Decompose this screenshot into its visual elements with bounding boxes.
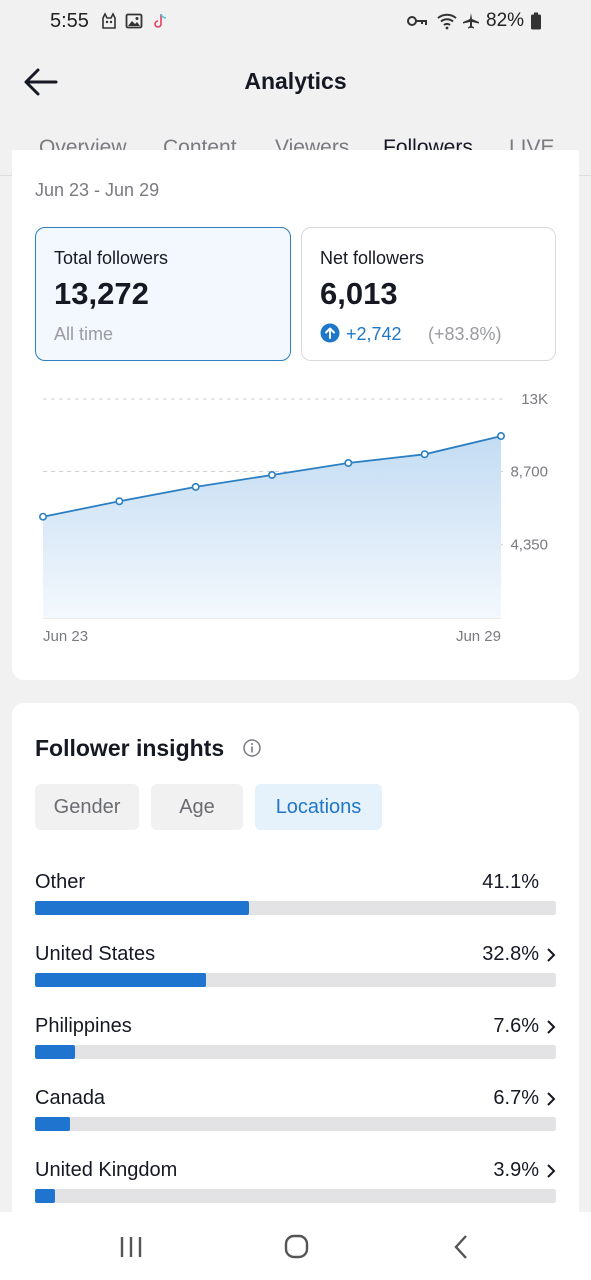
gallery-icon xyxy=(125,13,143,29)
net-followers-change: +2,742 xyxy=(346,324,402,344)
chevron-right-icon[interactable] xyxy=(545,1163,557,1179)
back-icon[interactable] xyxy=(442,1232,482,1262)
location-bar-track xyxy=(35,1045,556,1059)
key-icon xyxy=(407,16,427,26)
chart-point xyxy=(115,497,124,506)
chart-point xyxy=(344,459,353,468)
chip-locations[interactable]: Locations xyxy=(255,784,382,830)
date-range: Jun 23 - Jun 29 xyxy=(35,180,160,200)
chip-gender[interactable]: Gender xyxy=(35,784,139,830)
followers-chart: 13K 8,700 4,350 Jun 23 Jun 29 xyxy=(38,391,548,645)
page-title: Analytics xyxy=(244,68,347,94)
arrow-up-circle-icon xyxy=(320,323,340,343)
location-bar-track xyxy=(35,1117,556,1131)
location-percent: 3.9% xyxy=(493,1159,539,1181)
net-followers-label: Net followers xyxy=(320,248,425,268)
home-icon[interactable] xyxy=(276,1232,316,1262)
location-bar-fill xyxy=(35,973,206,987)
wifi-icon xyxy=(437,13,457,30)
chart-area-fill xyxy=(43,436,501,618)
location-bar-fill xyxy=(35,901,250,915)
status-time: 5:55 xyxy=(50,10,89,32)
x-tick-label: Jun 23 xyxy=(43,628,88,645)
back-arrow-icon[interactable] xyxy=(22,64,62,100)
location-row-canada[interactable]: Canada 6.7% xyxy=(35,1087,557,1147)
location-name: Philippines xyxy=(35,1015,132,1037)
location-bar-track xyxy=(35,1189,556,1203)
battery-icon xyxy=(531,12,541,30)
location-bar-track xyxy=(35,973,556,987)
cat-icon xyxy=(102,12,116,29)
chip-age[interactable]: Age xyxy=(151,784,243,830)
location-bar-fill xyxy=(35,1117,70,1131)
location-row-united-kingdom[interactable]: United Kingdom 3.9% xyxy=(35,1159,557,1219)
location-name: United States xyxy=(35,943,156,965)
chart-point xyxy=(191,482,200,491)
net-followers-change-percent: (+83.8%) xyxy=(428,324,502,344)
location-name: United Kingdom xyxy=(35,1159,178,1181)
location-percent: 41.1% xyxy=(482,871,539,893)
total-followers-card[interactable]: Total followers 13,272 All time xyxy=(35,227,291,361)
battery-percent: 82% xyxy=(486,10,525,31)
total-followers-value: 13,272 xyxy=(54,276,149,311)
location-bar-fill xyxy=(35,1045,75,1059)
location-percent: 32.8% xyxy=(482,943,539,965)
chart-point xyxy=(496,432,505,441)
location-bar-track xyxy=(35,901,556,915)
location-percent: 6.7% xyxy=(493,1087,539,1109)
y-tick-label: 13K xyxy=(521,391,548,408)
tiktok-icon xyxy=(154,13,167,28)
total-followers-sub: All time xyxy=(54,324,114,344)
x-tick-label: Jun 29 xyxy=(456,628,501,645)
chart-point xyxy=(38,512,47,521)
recent-apps-icon[interactable] xyxy=(111,1232,151,1262)
chevron-right-icon[interactable] xyxy=(545,1091,557,1107)
chart-point xyxy=(420,450,429,459)
y-tick-label: 4,350 xyxy=(510,537,548,554)
system-nav-bar xyxy=(0,1212,591,1280)
location-row-united-states[interactable]: United States 32.8% xyxy=(35,943,557,1003)
chevron-right-icon[interactable] xyxy=(545,1019,557,1035)
location-name: Canada xyxy=(35,1087,106,1109)
location-row-philippines[interactable]: Philippines 7.6% xyxy=(35,1015,557,1075)
location-bar-fill xyxy=(35,1189,56,1203)
follower-insights-title: Follower insights xyxy=(35,735,225,761)
y-tick-label: 8,700 xyxy=(510,463,548,480)
total-followers-label: Total followers xyxy=(54,248,169,268)
location-percent: 7.6% xyxy=(493,1015,539,1037)
chevron-right-icon[interactable] xyxy=(545,947,557,963)
location-row-other: Other 41.1% xyxy=(35,871,557,931)
location-name: Other xyxy=(35,871,86,893)
chart-point xyxy=(268,470,277,479)
airplane-icon xyxy=(463,13,479,29)
info-icon[interactable] xyxy=(242,738,262,758)
status-bar: 5:55 82% xyxy=(0,0,591,44)
net-followers-value: 6,013 xyxy=(320,276,398,311)
net-followers-card[interactable]: Net followers 6,013 +2,742 (+83.8%) xyxy=(301,227,556,361)
